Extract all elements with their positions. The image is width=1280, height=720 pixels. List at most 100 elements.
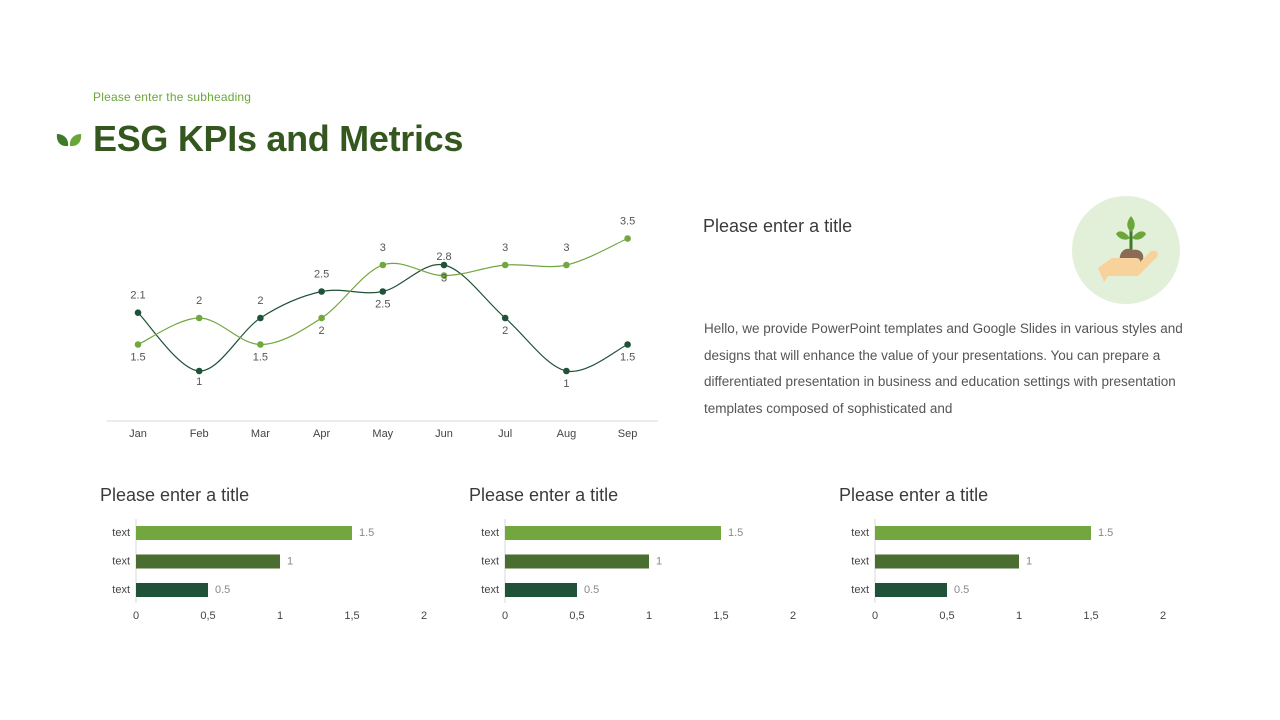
x-tick-label: 1 xyxy=(277,610,283,622)
category-label: text xyxy=(112,527,130,539)
data-point xyxy=(318,288,325,295)
line-chart: Jan Feb Mar Apr May Jun Jul Aug Sep 2.1 1 2 2.5 2.5 2.… xyxy=(100,205,670,445)
x-tick-label: 0,5 xyxy=(569,610,584,622)
data-point xyxy=(195,314,203,322)
bar-chart-plot: text 1.5 text 1 text 0.5 0 0,5 1 1,5 2 xyxy=(481,519,796,622)
data-point xyxy=(563,261,570,269)
x-tick-label: 1,5 xyxy=(713,610,728,622)
series-line xyxy=(137,237,628,346)
data-point xyxy=(134,341,142,348)
x-tick-label: 1,5 xyxy=(344,610,359,622)
category-label: text xyxy=(851,556,869,568)
bar xyxy=(875,583,947,597)
data-label: 1 xyxy=(196,376,202,388)
subheading: Please enter the subheading xyxy=(93,90,252,104)
data-label: 1.5 xyxy=(130,352,145,364)
x-tick-label: Jan xyxy=(129,428,147,440)
data-point xyxy=(257,341,264,348)
value-label: 1 xyxy=(287,556,293,568)
category-label: text xyxy=(481,527,499,539)
data-point xyxy=(624,341,631,348)
data-point xyxy=(501,314,509,322)
data-label: 2 xyxy=(502,325,508,337)
value-label: 1.5 xyxy=(728,527,743,539)
category-label: text xyxy=(851,584,869,596)
bar-chart-3: Please enter a title text 1.5 text 1 text 0.5… xyxy=(839,485,1179,625)
x-tick-label: 1,5 xyxy=(1083,610,1098,622)
bar-chart-title: Please enter a title xyxy=(100,485,250,505)
series-line xyxy=(137,264,628,372)
bar xyxy=(136,583,208,597)
data-label: 3.5 xyxy=(620,216,635,228)
data-point xyxy=(440,272,448,279)
info-title: Please enter a title xyxy=(703,216,853,236)
bar-chart-title: Please enter a title xyxy=(469,485,619,505)
x-tick-label: Aug xyxy=(557,428,577,440)
category-label: text xyxy=(481,556,499,568)
data-point xyxy=(134,309,142,316)
data-point xyxy=(195,367,203,375)
bar-chart-2: Please enter a title text 1.5 text 1 text 0.5… xyxy=(469,485,809,625)
value-label: 1.5 xyxy=(359,527,374,539)
bar xyxy=(136,554,280,569)
data-point xyxy=(318,314,325,322)
data-label: 2.5 xyxy=(314,269,329,281)
x-tick-label: Jun xyxy=(435,428,453,440)
data-label: 2.8 xyxy=(436,251,451,263)
value-label: 0.5 xyxy=(584,584,599,596)
x-tick-label: 2 xyxy=(1160,610,1166,622)
data-label: 2.1 xyxy=(130,290,145,302)
value-label: 1.5 xyxy=(1098,527,1113,539)
data-label: 2 xyxy=(196,295,202,307)
x-tick-label: May xyxy=(372,428,393,440)
x-tick-label: 1 xyxy=(646,610,652,622)
data-point xyxy=(501,261,509,269)
bar xyxy=(875,526,1091,540)
data-point xyxy=(440,261,448,269)
category-label: text xyxy=(112,584,130,596)
x-tick-label: 0,5 xyxy=(200,610,215,622)
leaf-icon xyxy=(56,134,82,147)
line-chart-plot: Jan Feb Mar Apr May Jun Jul Aug Sep 2.1 1 2 2.5 2.5 2.… xyxy=(107,216,658,440)
bar xyxy=(875,554,1019,569)
category-label: text xyxy=(481,584,499,596)
data-label: 3 xyxy=(502,242,508,254)
x-tick-label: Sep xyxy=(618,428,638,440)
x-tick-label: 0,5 xyxy=(939,610,954,622)
page-title: ESG KPIs and Metrics xyxy=(93,118,464,159)
data-point xyxy=(379,288,387,295)
category-label: text xyxy=(851,527,869,539)
x-tick-label: 0 xyxy=(872,610,878,622)
data-label: 3 xyxy=(441,273,447,285)
bar xyxy=(505,526,721,540)
value-label: 1 xyxy=(656,556,662,568)
x-tick-label: Feb xyxy=(190,428,209,440)
x-tick-label: Apr xyxy=(313,428,330,440)
value-label: 0.5 xyxy=(954,584,969,596)
category-label: text xyxy=(112,556,130,568)
bar-chart-title: Please enter a title xyxy=(839,485,989,505)
data-label: 3 xyxy=(380,242,386,254)
x-tick-label: 1 xyxy=(1016,610,1022,622)
info-body: Hello, we provide PowerPoint templates a… xyxy=(704,321,1183,416)
plant-in-hand-icon xyxy=(1072,196,1180,304)
x-tick-label: 0 xyxy=(133,610,139,622)
data-label: 2.5 xyxy=(375,299,390,311)
bar xyxy=(136,526,352,540)
data-label: 2 xyxy=(319,325,325,337)
bar-chart-1: Please enter a title text 1.5 text 1 text 0.5… xyxy=(100,485,440,625)
value-label: 1 xyxy=(1026,556,1032,568)
value-label: 0.5 xyxy=(215,584,230,596)
bar-chart-plot: text 1.5 text 1 text 0.5 0 0,5 1 1,5 2 xyxy=(851,519,1166,622)
data-label: 1.5 xyxy=(620,352,635,364)
x-tick-label: Mar xyxy=(251,428,270,440)
data-label: 1 xyxy=(563,378,569,390)
bar xyxy=(505,554,649,569)
x-tick-label: Jul xyxy=(498,428,512,440)
data-label: 2 xyxy=(257,295,263,307)
data-point xyxy=(257,314,264,322)
bar xyxy=(505,583,577,597)
x-tick-label: 2 xyxy=(421,610,427,622)
bar-chart-plot: text 1.5 text 1 text 0.5 0 0,5 1 1,5 2 xyxy=(112,519,427,622)
x-tick-label: 2 xyxy=(790,610,796,622)
